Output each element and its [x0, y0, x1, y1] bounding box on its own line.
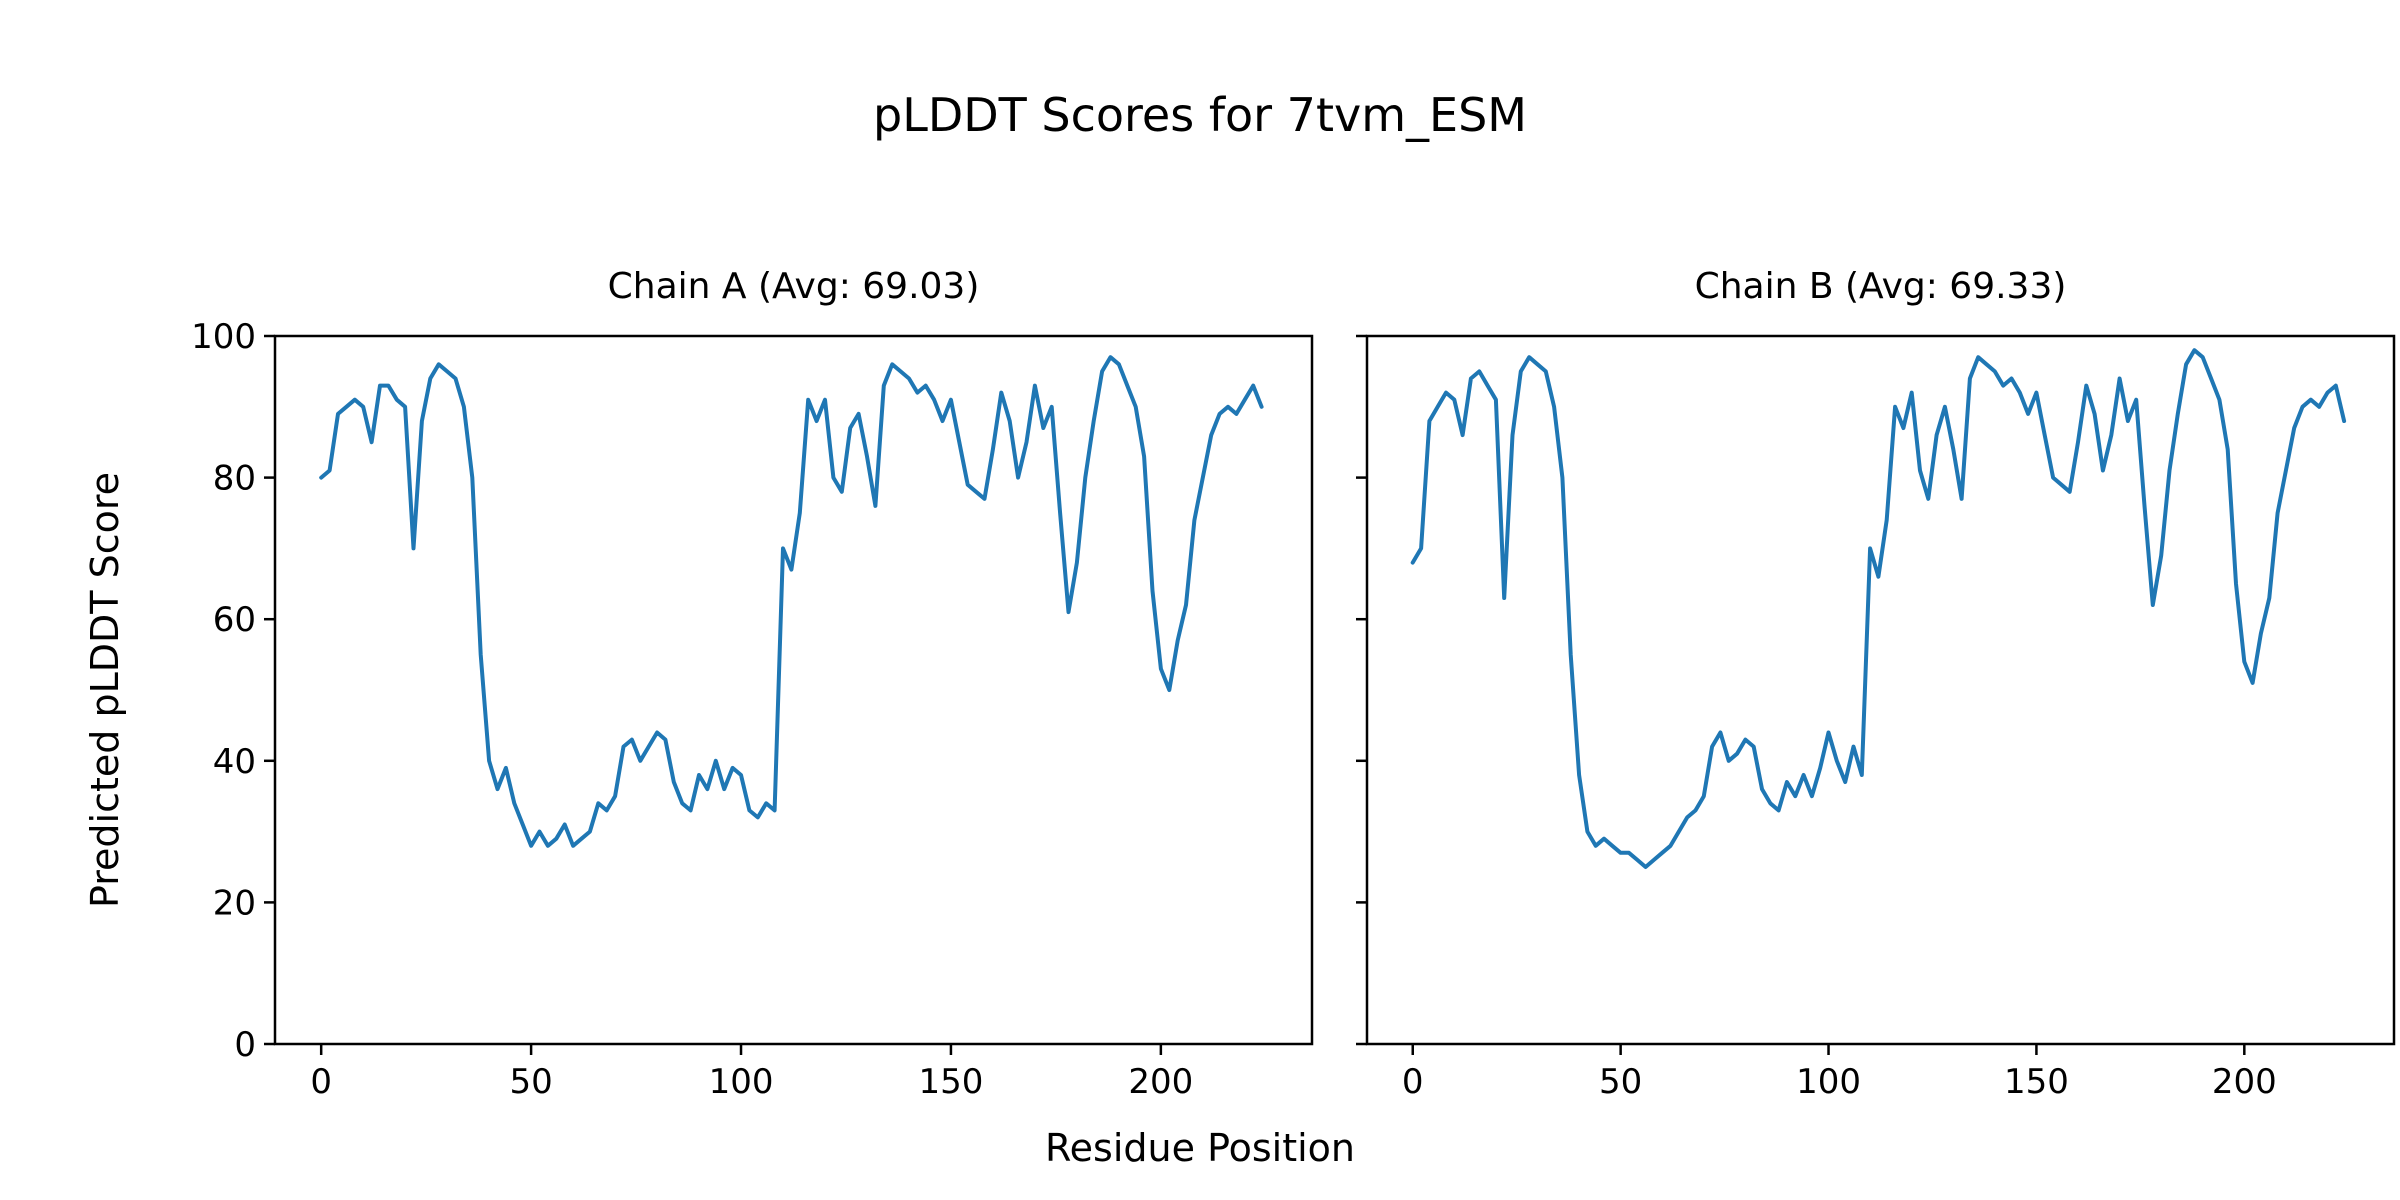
x-tick-label-chain-a: 100	[709, 1062, 774, 1102]
plot-chain-a: 0 50 100 150 200 0 20 40 60 80 100	[191, 317, 1314, 1102]
x-tick-label-chain-b: 50	[1599, 1062, 1642, 1102]
subplot-title-chain-a: Chain A (Avg: 69.03)	[607, 266, 980, 307]
x-tick-label-chain-a: 50	[509, 1062, 552, 1102]
y-tick-label-chain-a: 80	[213, 459, 256, 499]
y-tick-label-chain-a: 100	[191, 317, 256, 357]
x-tick-label-chain-a: 200	[1128, 1062, 1193, 1102]
plddt-line-chain-b	[1410, 348, 2347, 869]
plddt-line-chain-a	[319, 355, 1264, 848]
x-tick-label-chain-b: 100	[1796, 1062, 1861, 1102]
x-tick-label-chain-b: 150	[2004, 1062, 2069, 1102]
y-tick-label-chain-a: 20	[213, 883, 256, 923]
figure-title: pLDDT Scores for 7tvm_ESM	[873, 88, 1527, 142]
y-tick-label-chain-a: 0	[234, 1025, 256, 1065]
y-tick-label-chain-a: 60	[213, 600, 256, 640]
plot-chain-b: 0 50 100 150 200	[1356, 334, 2396, 1102]
x-tick-label-chain-a: 0	[310, 1062, 332, 1102]
y-tick-label-chain-a: 40	[213, 742, 256, 782]
x-tick-label-chain-b: 0	[1402, 1062, 1424, 1102]
x-axis-label: Residue Position	[1044, 1126, 1356, 1170]
axes-spines-chain-b	[1365, 334, 2396, 1046]
x-tick-label-chain-a: 150	[918, 1062, 983, 1102]
x-tick-label-chain-b: 200	[2212, 1062, 2277, 1102]
axes-spines-chain-a	[273, 334, 1314, 1046]
subplot-title-chain-b: Chain B (Avg: 69.33)	[1694, 266, 2067, 307]
